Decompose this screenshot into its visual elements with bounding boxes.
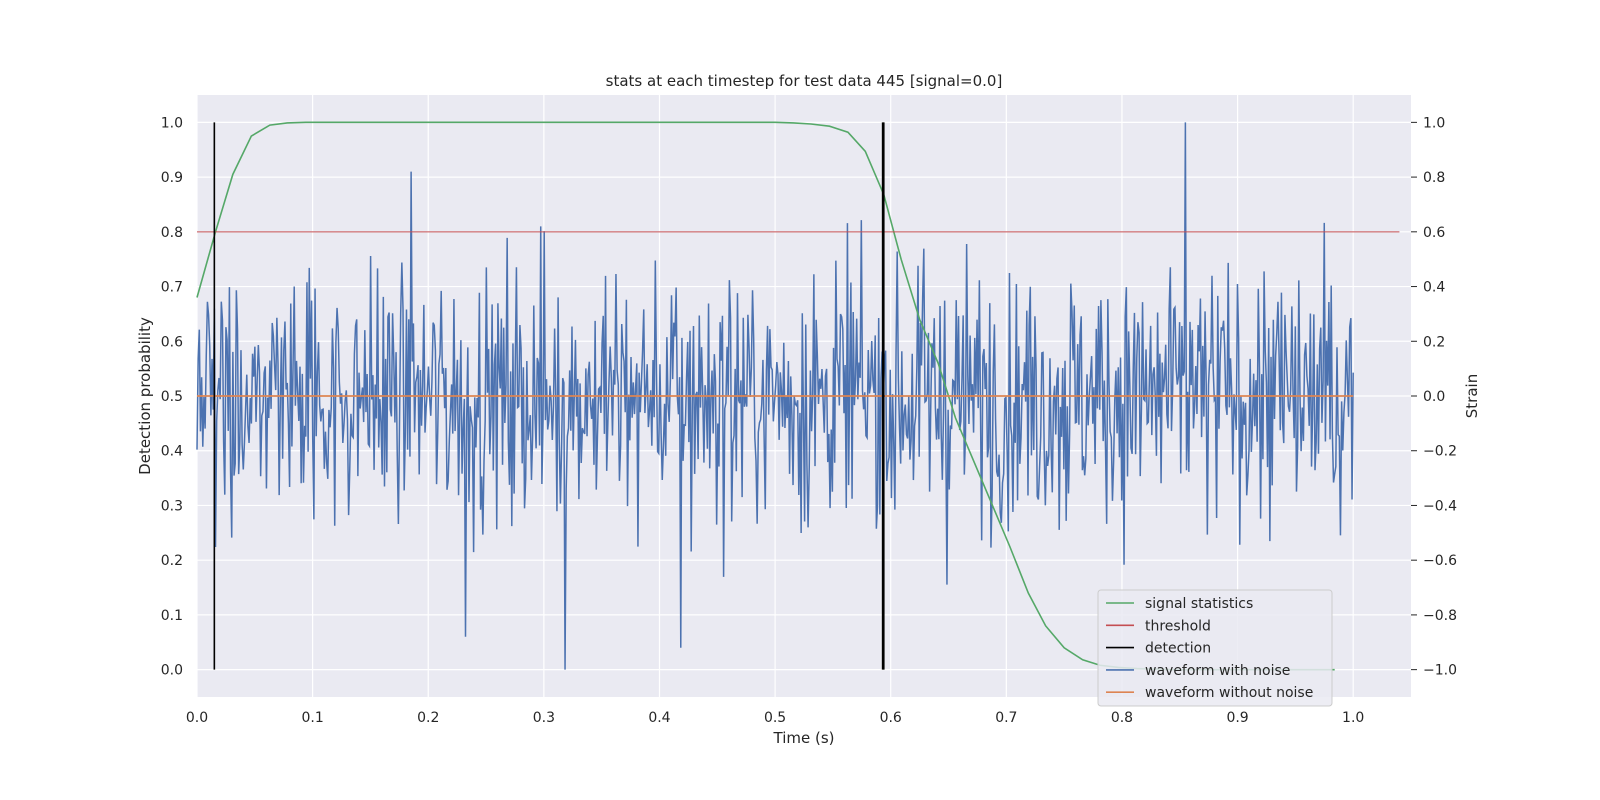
y-tick-label: 0.6 — [161, 334, 183, 350]
y2-tick-label: 0.2 — [1423, 334, 1445, 350]
y-tick-label: 0.3 — [161, 498, 183, 514]
y2-axis-label: Strain — [1463, 374, 1481, 418]
x-tick-label: 0.7 — [995, 710, 1017, 726]
y2-tick-label: −0.4 — [1423, 498, 1457, 514]
y-tick-label: 0.4 — [161, 444, 183, 460]
y2-tick-label: 1.0 — [1423, 115, 1445, 131]
y-tick-label: 1.0 — [161, 115, 183, 131]
x-tick-label: 0.5 — [764, 710, 786, 726]
y-tick-label: 0.7 — [161, 280, 183, 296]
x-tick-label: 0.1 — [301, 710, 323, 726]
y-tick-label: 0.1 — [161, 608, 183, 624]
y2-tick-label: 0.8 — [1423, 170, 1445, 186]
x-tick-label: 0.2 — [417, 710, 439, 726]
legend-label: threshold — [1145, 618, 1211, 634]
y-tick-label: 0.5 — [161, 389, 183, 405]
x-axis: 0.0 0.1 0.2 0.3 0.4 0.5 0.6 0.7 0.8 0.9 1.0 — [186, 710, 1364, 726]
legend-label: signal statistics — [1145, 596, 1253, 612]
x-tick-label: 0.6 — [880, 710, 902, 726]
y-tick-label: 0.2 — [161, 553, 183, 569]
chart-title: stats at each timestep for test data 445… — [606, 72, 1003, 90]
legend: signal statistics threshold detection wavef… — [1097, 589, 1333, 707]
y-tick-label: 0.8 — [161, 225, 183, 241]
y2-tick-label: −1.0 — [1423, 663, 1457, 679]
legend-label: waveform with noise — [1145, 663, 1290, 679]
x-tick-label: 0.8 — [1111, 710, 1133, 726]
legend-box — [1097, 589, 1333, 707]
x-tick-label: 0.0 — [186, 710, 208, 726]
y2-tick-label: 0.0 — [1423, 389, 1445, 405]
y2-tick-label: −0.8 — [1423, 608, 1457, 624]
waveform-with-noise-line — [196, 122, 1354, 670]
legend-label: detection — [1145, 641, 1211, 657]
x-tick-label: 1.0 — [1342, 710, 1364, 726]
y2-tick-label: −0.6 — [1423, 553, 1457, 569]
y-axis-label: Detection probability — [136, 317, 154, 475]
x-tick-label: 0.4 — [648, 710, 670, 726]
legend-label: waveform without noise — [1145, 685, 1313, 701]
y2-tick-label: 0.6 — [1423, 225, 1445, 241]
y-tick-label: 0.0 — [161, 663, 183, 679]
x-tick-label: 0.3 — [533, 710, 555, 726]
y-axis-left: 0.0 0.1 0.2 0.3 0.4 0.5 0.6 0.7 0.8 0.9 1.0 — [161, 115, 183, 678]
y2-tick-label: 0.4 — [1423, 280, 1445, 296]
y-tick-label: 0.9 — [161, 170, 183, 186]
y2-tick-label: −0.2 — [1423, 444, 1457, 460]
x-tick-label: 0.9 — [1226, 710, 1248, 726]
x-axis-label: Time (s) — [773, 729, 835, 747]
y-axis-right: −1.0 −0.8 −0.6 −0.4 −0.2 0.0 0.2 0.4 0.6 0.8 1.0 — [1411, 115, 1457, 679]
